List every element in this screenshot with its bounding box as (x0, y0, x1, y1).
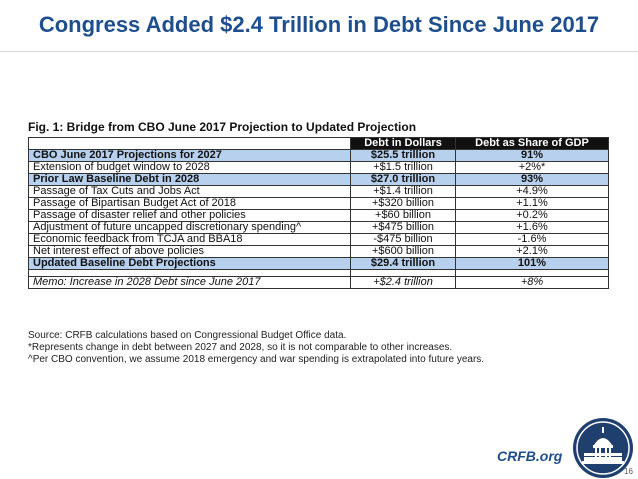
row-debt-dollars: +$1.5 trillion (350, 161, 456, 174)
table-row: Extension of budget window to 2028 +$1.5 … (28, 161, 609, 174)
row-label: Extension of budget window to 2028 (28, 161, 351, 174)
table-row: Passage of Tax Cuts and Jobs Act +$1.4 tr… (28, 185, 609, 198)
header-debt-gdp: Debt as Share of GDP (455, 137, 609, 150)
note-caret: ^Per CBO convention, we assume 2018 emer… (28, 354, 485, 365)
title-divider (0, 51, 638, 52)
row-debt-dollars: +$60 billion (350, 209, 456, 222)
slide-title: Congress Added $2.4 Trillion in Debt Sin… (38, 12, 600, 37)
row-debt-dollars: +$600 billion (350, 245, 456, 258)
row-debt-gdp: +1.1% (455, 197, 609, 210)
row-debt-dollars: -$475 billion (350, 233, 456, 246)
header-corner (28, 137, 351, 150)
row-debt-gdp: -1.6% (455, 233, 609, 246)
table-row: CBO June 2017 Projections for 2027 $25.5 … (28, 149, 609, 162)
memo-row: Memo: Increase in 2028 Debt since June 2… (28, 276, 609, 289)
table-row: Passage of disaster relief and other pol… (28, 209, 609, 222)
capitol-seal-icon (573, 418, 633, 478)
row-debt-gdp: 101% (455, 257, 609, 270)
row-label: Prior Law Baseline Debt in 2028 (28, 173, 351, 186)
row-debt-gdp: +4.9% (455, 185, 609, 198)
row-debt-dollars: $25.5 trillion (350, 149, 456, 162)
figure-title: Fig. 1: Bridge from CBO June 2017 Projec… (28, 120, 417, 134)
table-row: Passage of Bipartisan Budget Act of 2018… (28, 197, 609, 210)
table-row: Net interest effect of above policies +$6… (28, 245, 609, 258)
header-debt-dollars: Debt in Dollars (350, 137, 456, 150)
row-label: Economic feedback from TCJA and BBA18 (28, 233, 351, 246)
bridge-table: Debt in Dollars Debt as Share of GDP CBO… (28, 137, 609, 289)
row-debt-gdp: +2.1% (455, 245, 609, 258)
row-debt-dollars: +$1.4 trillion (350, 185, 456, 198)
memo-label: Memo: Increase in 2028 Debt since June 2… (28, 276, 351, 289)
table-row: Updated Baseline Debt Projections $29.4 t… (28, 257, 609, 270)
row-debt-gdp: +1.6% (455, 221, 609, 234)
row-debt-gdp: 93% (455, 173, 609, 186)
memo-debt-gdp: +8% (455, 276, 609, 289)
row-label: Net interest effect of above policies (28, 245, 351, 258)
row-label: CBO June 2017 Projections for 2027 (28, 149, 351, 162)
row-debt-dollars: $29.4 trillion (350, 257, 456, 270)
note-asterisk: *Represents change in debt between 2027 … (28, 342, 453, 353)
table-row: Prior Law Baseline Debt in 2028 $27.0 tri… (28, 173, 609, 186)
row-label: Updated Baseline Debt Projections (28, 257, 351, 270)
row-debt-dollars: $27.0 trillion (350, 173, 456, 186)
page-number: 16 (624, 467, 633, 476)
memo-debt-dollars: +$2.4 trillion (350, 276, 456, 289)
note-source: Source: CRFB calculations based on Congr… (28, 330, 347, 341)
row-debt-gdp: 91% (455, 149, 609, 162)
row-label: Passage of Tax Cuts and Jobs Act (28, 185, 351, 198)
row-debt-gdp: +0.2% (455, 209, 609, 222)
figure-notes: Source: CRFB calculations based on Congr… (28, 330, 484, 366)
table-row: Economic feedback from TCJA and BBA18 -$4… (28, 233, 609, 246)
row-debt-gdp: +2%* (455, 161, 609, 174)
row-debt-dollars: +$320 billion (350, 197, 456, 210)
row-label: Passage of Bipartisan Budget Act of 2018 (28, 197, 351, 210)
table-row: Adjustment of future uncapped discretion… (28, 221, 609, 234)
table-header-row: Debt in Dollars Debt as Share of GDP (28, 137, 609, 150)
row-label: Adjustment of future uncapped discretion… (28, 221, 351, 234)
row-debt-dollars: +$475 billion (350, 221, 456, 234)
crfb-link[interactable]: CRFB.org (497, 448, 563, 464)
row-label: Passage of disaster relief and other pol… (28, 209, 351, 222)
